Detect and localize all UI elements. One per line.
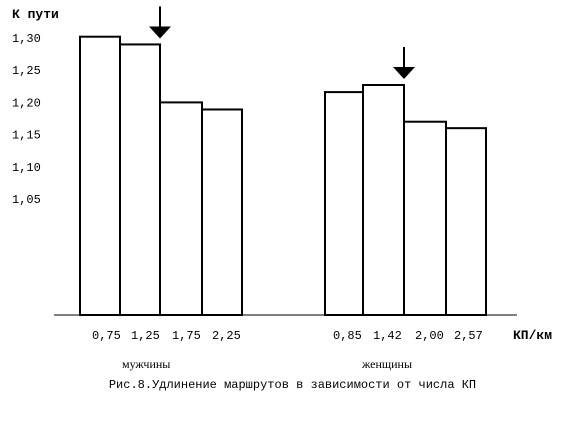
x-axis-ticks: 0,75 1,25 1,75 2,25 0,85 1,42 2,00 2,57 bbox=[92, 329, 483, 343]
bar bbox=[445, 127, 487, 316]
y-tick-label: 1,20 bbox=[12, 96, 41, 110]
group-labels: мужчины женщины bbox=[122, 357, 412, 371]
y-axis-label: К пути bbox=[12, 7, 59, 22]
x-tick-label: 2,57 bbox=[454, 329, 483, 343]
x-axis-label: КП/км bbox=[513, 328, 552, 343]
y-tick-label: 1,05 bbox=[12, 193, 41, 207]
arrow-marker bbox=[393, 47, 415, 80]
y-tick-label: 1,15 bbox=[12, 129, 41, 143]
markers bbox=[149, 6, 415, 80]
bar bbox=[79, 35, 121, 316]
y-tick-label: 1,30 bbox=[12, 32, 41, 46]
y-tick-label: 1,25 bbox=[12, 64, 41, 78]
x-tick-label: 0,85 bbox=[333, 329, 362, 343]
figure-caption: Рис.8.Удлинение маршрутов в зависимости … bbox=[108, 378, 477, 392]
x-tick-label: 1,42 bbox=[373, 329, 402, 343]
bar bbox=[159, 101, 203, 317]
x-tick-label: 2,25 bbox=[212, 329, 241, 343]
bar bbox=[403, 120, 447, 316]
x-tick-label: 1,25 bbox=[131, 329, 160, 343]
bar bbox=[324, 91, 364, 317]
x-tick-label: 0,75 bbox=[92, 329, 121, 343]
group-label: мужчины bbox=[122, 357, 170, 371]
bar bbox=[201, 108, 243, 317]
x-tick-label: 1,75 bbox=[172, 329, 201, 343]
bar bbox=[362, 84, 405, 317]
group-label: женщины bbox=[361, 357, 412, 371]
bars bbox=[79, 35, 487, 317]
arrow-marker bbox=[149, 6, 171, 39]
y-axis-ticks: 1,30 1,25 1,20 1,15 1,10 1,05 bbox=[12, 32, 41, 207]
bar bbox=[119, 43, 161, 316]
x-tick-label: 2,00 bbox=[415, 329, 444, 343]
y-tick-label: 1,10 bbox=[12, 161, 41, 175]
